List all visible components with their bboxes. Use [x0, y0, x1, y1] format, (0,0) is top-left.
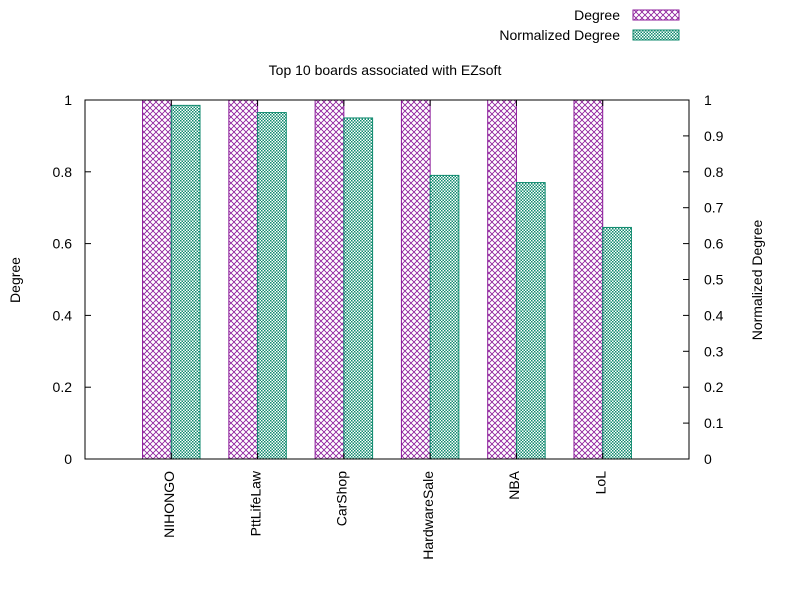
- y2-tick-label: 0.6: [704, 236, 724, 252]
- bar-normalized-degree-lol: [602, 226, 632, 460]
- y2-tick-label: 1: [704, 92, 712, 108]
- y-axis-label: Degree: [7, 257, 23, 303]
- y2-axis-label: Normalized Degree: [749, 219, 765, 340]
- bar-degree-nba: [487, 99, 517, 460]
- x-tick-label-lol: LoL: [592, 471, 608, 495]
- y2-tick-label: 0.4: [704, 307, 724, 323]
- bar-degree-pttlifelaw: [228, 99, 259, 460]
- bar-normalized-degree-hardwaresale: [429, 174, 460, 460]
- x-tick-label-pttlifelaw: PttLifeLaw: [247, 470, 263, 536]
- x-tick-label-hardwaresale: HardwareSale: [420, 471, 436, 560]
- y-tick-label: 1: [64, 92, 72, 108]
- x-tick-label-carshop: CarShop: [334, 471, 350, 526]
- legend-label-degree: Degree: [574, 7, 620, 23]
- y2-tick-label: 0: [704, 451, 712, 467]
- bar-degree-nihongo: [142, 99, 172, 460]
- bar-degree-hardwaresale: [400, 99, 431, 460]
- y2-tick-label: 0.2: [704, 379, 724, 395]
- legend-label-normalized-degree: Normalized Degree: [499, 27, 620, 43]
- bar-degree-lol: [573, 99, 604, 460]
- y2-tick-label: 0.5: [704, 272, 724, 288]
- x-tick-label-nihongo: NIHONGO: [161, 471, 177, 538]
- y-tick-label: 0.6: [53, 236, 73, 252]
- y2-tick-label: 0.1: [704, 415, 724, 431]
- y-tick-label: 0.2: [53, 379, 73, 395]
- y-tick-label: 0: [64, 451, 72, 467]
- bar-normalized-degree-pttlifelaw: [257, 112, 287, 460]
- y-tick-label: 0.4: [53, 307, 73, 323]
- chart-title: Top 10 boards associated with EZsoft: [269, 62, 502, 78]
- legend: Degree Normalized Degree: [499, 7, 680, 43]
- y2-tick-label: 0.3: [704, 343, 724, 359]
- bar-normalized-degree-nihongo: [170, 104, 201, 460]
- y2-tick-label: 0.7: [704, 200, 724, 216]
- legend-swatch-degree: [632, 9, 680, 21]
- y2-tick-label: 0.9: [704, 128, 724, 144]
- bar-normalized-degree-carshop: [343, 117, 374, 460]
- legend-swatch-normalized-degree: [632, 29, 680, 41]
- y-tick-label: 0.8: [53, 164, 73, 180]
- bar-normalized-degree-nba: [515, 182, 546, 460]
- y2-tick-label: 0.8: [704, 164, 724, 180]
- x-tick-label-nba: NBA: [506, 470, 522, 499]
- plot-frame: [84, 99, 690, 460]
- bar-degree-carshop: [314, 99, 345, 460]
